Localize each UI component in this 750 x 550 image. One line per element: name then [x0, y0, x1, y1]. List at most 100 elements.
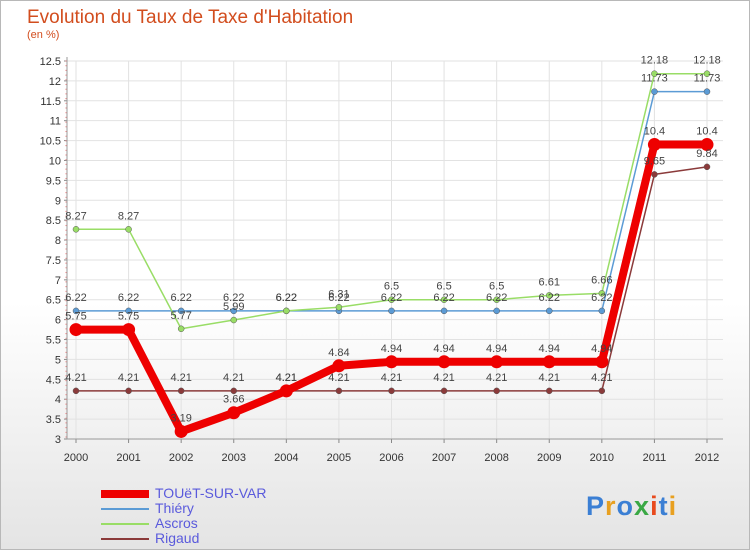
data-point	[332, 359, 346, 373]
legend-swatch-rigaud	[101, 537, 149, 540]
y-axis-dot	[65, 79, 67, 81]
data-point	[598, 387, 606, 395]
data-label: 6.22	[65, 292, 86, 304]
legend-label-thiery: Thiéry	[155, 500, 194, 516]
data-point	[279, 384, 293, 398]
y-axis-dot	[65, 314, 67, 316]
data-label: 6.22	[433, 292, 454, 304]
data-point	[437, 355, 451, 369]
y-axis-dot	[65, 248, 67, 250]
y-axis-dot	[65, 408, 67, 410]
y-axis-dot	[65, 281, 67, 283]
y-axis-dot	[65, 262, 67, 264]
data-point	[283, 307, 290, 315]
y-axis-dot	[65, 140, 67, 142]
y-axis-dot	[65, 342, 67, 344]
legend: TOUëT-SUR-VAR Thiéry Ascros Rigaud	[101, 486, 267, 546]
data-label: 6.22	[486, 292, 507, 304]
data-point	[72, 226, 80, 233]
data-label: 4.21	[276, 372, 297, 384]
legend-swatch-touet-sur-var	[101, 489, 149, 498]
y-axis-dot	[65, 431, 67, 433]
x-tick-label: 2003	[222, 452, 246, 464]
logo-letter: r	[605, 491, 617, 521]
data-label-layer: 6.22 6.22 6.22 6.22 6.22 6.22 6.22 6.22 6.22 6.22…	[65, 55, 720, 425]
y-axis-dot	[65, 337, 67, 339]
data-label: 5.77	[170, 310, 191, 322]
data-label: 12.18	[641, 55, 669, 67]
y-axis-dot	[65, 220, 67, 222]
x-tick-label: 2010	[590, 452, 614, 464]
data-point	[703, 163, 711, 171]
y-axis-dot	[65, 351, 67, 353]
legend-item-rigaud: Rigaud	[101, 531, 267, 546]
data-point	[388, 387, 395, 395]
x-tick-label: 2008	[484, 452, 508, 464]
data-label: 5.99	[223, 301, 244, 313]
y-axis-dot	[65, 121, 67, 123]
y-tick-label: 8	[55, 235, 61, 247]
data-point	[703, 70, 711, 77]
data-label: 4.21	[328, 372, 349, 384]
data-point	[227, 406, 241, 420]
data-point	[230, 387, 237, 395]
y-axis-dot	[65, 69, 67, 71]
y-tick-label: 5	[55, 354, 61, 366]
y-axis-dot	[65, 74, 67, 76]
data-label: 8.27	[65, 210, 86, 222]
y-axis-dot	[65, 403, 67, 405]
data-point	[388, 307, 395, 315]
y-axis-dot	[65, 286, 67, 288]
y-axis-dot	[65, 187, 67, 189]
y-axis-dot	[65, 290, 67, 292]
data-label: 4.94	[433, 343, 454, 355]
data-point	[177, 387, 185, 395]
y-axis-dot	[65, 229, 67, 231]
y-axis-dot	[65, 384, 67, 386]
y-axis-dot	[65, 257, 67, 259]
data-label: 6.5	[489, 281, 504, 293]
data-point	[335, 387, 343, 395]
data-label: 4.21	[591, 372, 612, 384]
y-axis-dot	[65, 88, 67, 90]
y-tick-label: 4	[55, 394, 61, 406]
data-point	[651, 70, 658, 77]
y-axis-dot	[65, 116, 67, 118]
data-point	[388, 296, 395, 303]
x-tick-label: 2004	[274, 452, 298, 464]
data-point	[598, 307, 606, 315]
y-axis-dot	[65, 347, 67, 349]
data-label: 8.27	[118, 210, 139, 222]
data-point	[440, 296, 448, 303]
data-label: 6.22	[591, 292, 612, 304]
y-axis-dot	[65, 398, 67, 400]
data-label: 4.21	[65, 372, 86, 384]
data-point	[647, 138, 661, 152]
data-point	[125, 226, 132, 233]
data-point	[440, 387, 448, 395]
data-point	[490, 355, 504, 369]
y-axis-dot	[65, 215, 67, 217]
data-point	[72, 387, 80, 395]
y-axis-dot	[65, 427, 67, 429]
y-axis-dot	[65, 201, 67, 203]
x-tick-label: 2007	[432, 452, 456, 464]
y-tick-label: 6	[55, 315, 61, 327]
data-point	[493, 307, 500, 315]
y-axis-dot	[65, 243, 67, 245]
data-label: 12.18	[693, 55, 721, 67]
y-axis-dot	[65, 210, 67, 212]
y-axis-dot	[65, 83, 67, 86]
y-axis-dot	[65, 98, 67, 100]
y-axis-dot	[65, 318, 67, 321]
y-axis-dot	[65, 412, 67, 415]
data-label: 6.22	[381, 292, 402, 304]
data-label: 4.94	[381, 343, 402, 355]
y-axis-dot	[65, 304, 67, 306]
y-axis-dot	[65, 361, 67, 363]
y-axis-dot	[65, 389, 67, 391]
y-axis-dot	[65, 253, 67, 255]
y-tick-label: 9	[55, 195, 61, 207]
y-axis-dot	[65, 154, 67, 156]
series-layer	[69, 70, 714, 438]
